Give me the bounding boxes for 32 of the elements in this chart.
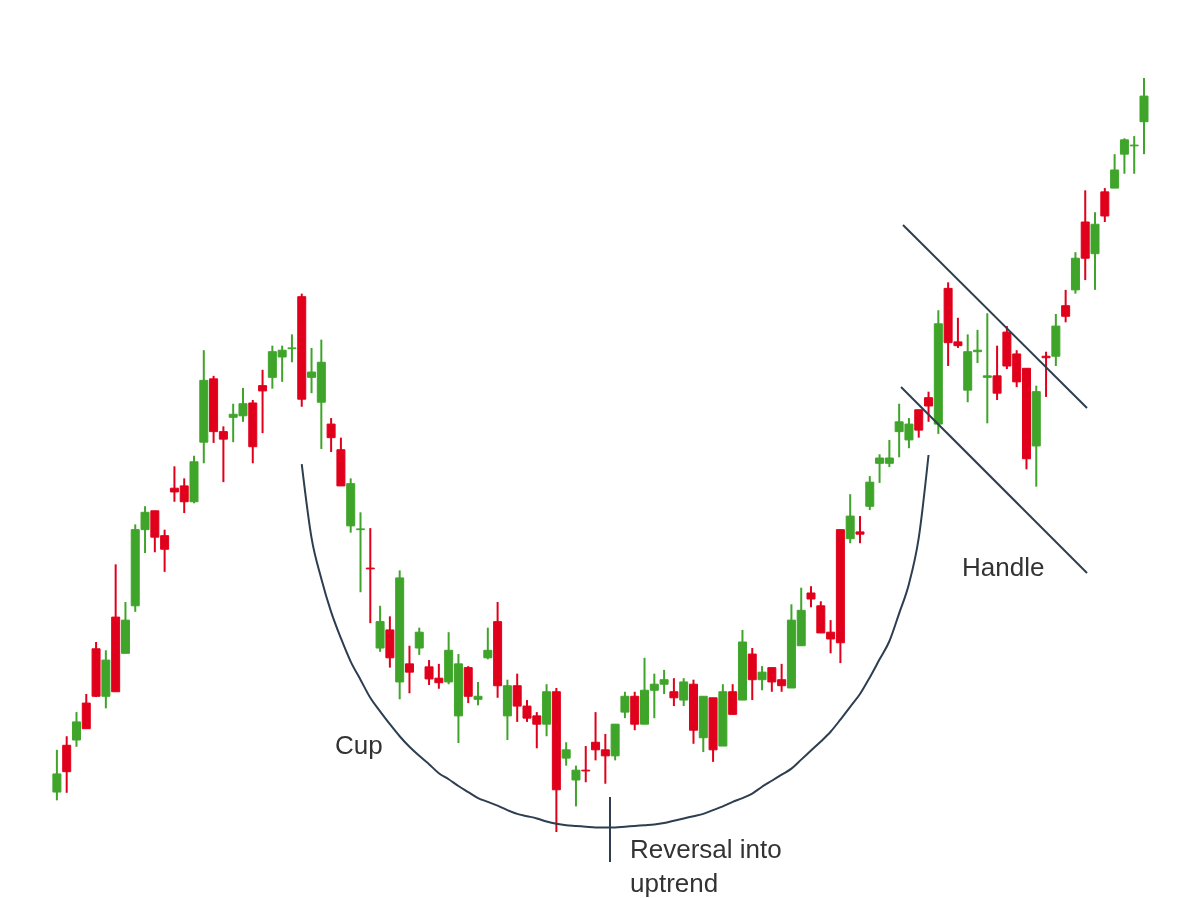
candlestick <box>1061 288 1071 324</box>
candlestick <box>52 748 62 802</box>
candlestick <box>287 333 297 364</box>
candlestick <box>679 677 689 708</box>
candlestick <box>669 677 679 708</box>
candlestick <box>855 515 865 545</box>
candlestick <box>473 680 483 707</box>
candlestick <box>414 626 424 656</box>
candlestick <box>1041 350 1051 398</box>
candlestick <box>258 368 268 435</box>
candlestick <box>982 312 992 425</box>
candlestick <box>404 644 414 695</box>
candlestick <box>571 764 581 808</box>
candlestick <box>992 344 1002 401</box>
candlestick <box>757 665 767 692</box>
text: Reversal into uptrend <box>630 833 783 898</box>
candlestick <box>1110 153 1120 190</box>
candlestick <box>561 741 571 767</box>
candlestick <box>620 690 630 720</box>
candlestick <box>365 527 375 625</box>
candlestick <box>924 390 934 423</box>
candlestick <box>845 493 855 545</box>
annotation: Handle <box>962 551 1046 584</box>
candlestick <box>914 408 924 439</box>
candlestick <box>71 711 81 748</box>
candlestick <box>326 417 336 453</box>
candlestick <box>356 511 365 594</box>
candlestick <box>806 585 816 609</box>
candlestick <box>581 745 591 784</box>
annotation: Cup <box>335 729 384 762</box>
candlestick <box>728 683 738 716</box>
candlestick <box>483 626 493 661</box>
